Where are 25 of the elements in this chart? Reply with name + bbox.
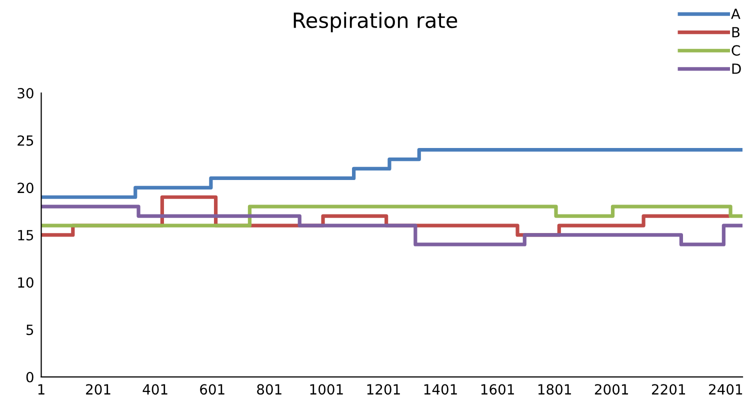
x-tick-label: 401 — [142, 384, 168, 395]
y-tick-label: 25 — [18, 135, 34, 146]
y-tick-label: 0 — [26, 372, 34, 382]
y-tick-label: 20 — [18, 182, 34, 194]
x-tick-label: 1601 — [481, 384, 514, 395]
x-tick-label: 1 — [38, 384, 44, 394]
legend-label: A — [731, 8, 740, 19]
x-tick-label: 601 — [200, 384, 224, 395]
x-tick-label: 1401 — [424, 384, 457, 395]
x-tick-label: 801 — [257, 384, 282, 395]
legend-label: D — [732, 64, 741, 74]
legend-label: B — [732, 27, 740, 38]
x-tick-label: 1001 — [310, 384, 343, 395]
y-tick-label: 30 — [18, 88, 34, 99]
x-tick-label: 2401 — [709, 384, 742, 395]
y-tick-label: 5 — [26, 324, 34, 336]
y-tick-label: 15 — [18, 230, 34, 240]
legend-label: C — [732, 45, 740, 56]
x-tick-label: 2001 — [594, 384, 628, 395]
x-tick-label: 201 — [86, 384, 110, 395]
x-tick-label: 2201 — [652, 384, 686, 395]
x-tick-label: 1201 — [367, 384, 400, 395]
x-tick-label: 1801 — [538, 384, 571, 395]
y-tick-label: 10 — [18, 277, 34, 288]
chart-title: Respiration rate — [294, 12, 458, 32]
